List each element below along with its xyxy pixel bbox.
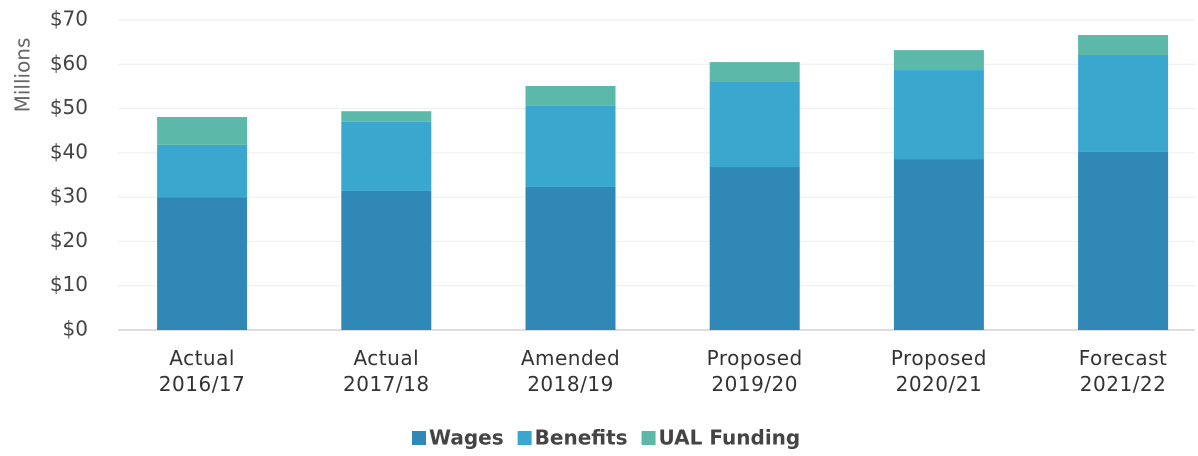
bar-segment [525,186,616,330]
y-tick-label: $10 [50,272,88,296]
bar-segment [709,82,800,168]
bar-segment [525,105,616,187]
bar-segment [341,111,432,122]
bar-segment [157,144,248,198]
bar-segment [525,85,616,106]
y-axis-label: Millions [11,38,35,113]
y-tick-label: $20 [50,228,88,252]
legend-swatch [641,431,656,445]
y-tick-label: $40 [50,139,88,163]
bar-segment [709,62,800,82]
bar-segment [1078,151,1169,330]
x-tick-label: Forecast 2021/22 [1078,346,1168,396]
legend-label: Benefits [535,426,628,450]
bar-segment [709,167,800,330]
legend: Wages Benefits UAL Funding [412,426,800,450]
y-tick-label: $30 [50,184,88,208]
x-tick-label: Proposed 2019/20 [706,346,803,396]
legend-label: UAL Funding [659,426,801,450]
y-tick-label: $0 [63,317,88,341]
bar-segment [157,197,248,330]
bar-segment [1078,35,1169,55]
x-tick-label: Proposed 2020/21 [890,346,987,396]
x-tick-label: Actual 2016/17 [158,346,246,396]
bar-segment [893,159,984,330]
bar-segment [157,116,248,145]
bar-segment [1078,54,1169,152]
legend-label: Wages [429,426,504,450]
y-tick-label: $70 [50,7,88,31]
x-tick-label: Amended 2018/19 [520,346,621,396]
y-tick-label: $50 [50,95,88,119]
y-tick-label: $60 [50,51,88,75]
bar-segment [341,190,432,330]
bar-segment [341,121,432,191]
legend-swatch [517,431,532,445]
bar-segment [893,50,984,71]
bar-segment [893,70,984,160]
x-tick-label: Actual 2017/18 [343,346,430,396]
grid [118,19,1195,331]
legend-swatch [412,431,426,445]
